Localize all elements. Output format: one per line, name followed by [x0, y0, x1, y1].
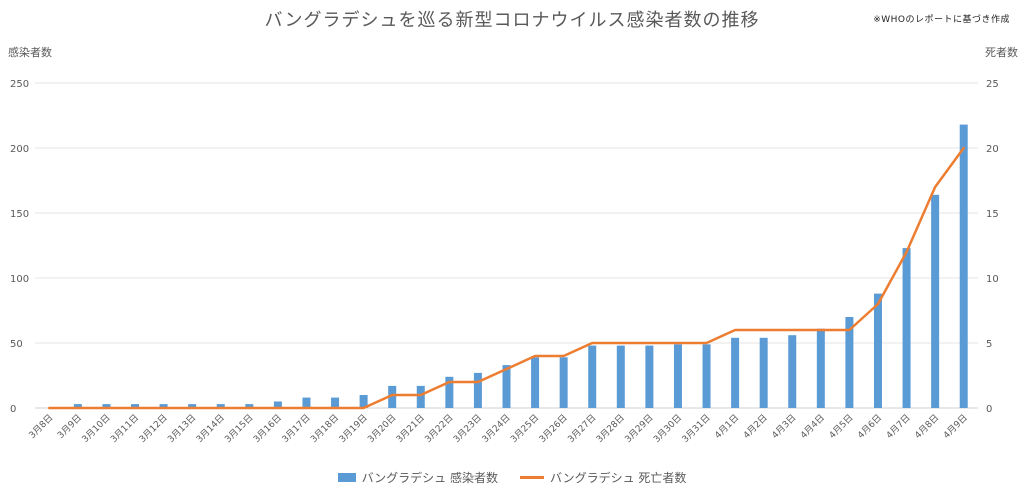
bar-cases [588, 345, 597, 408]
legend-label-cases: バングラデシュ 感染者数 [361, 471, 498, 485]
x-tick-label: 4月6日 [856, 412, 885, 441]
bar-cases [645, 345, 654, 408]
x-tick-label: 4月8日 [913, 412, 942, 441]
bar-cases [816, 328, 825, 408]
y-right-tick-label: 25 [986, 79, 999, 90]
bar-cases [331, 397, 340, 408]
x-tick-label: 3月29日 [623, 412, 656, 445]
x-tick-label: 3月17日 [280, 412, 313, 445]
bar-cases [559, 357, 568, 408]
chart-title: バングラデシュを巡る新型コロナウイルス感染者数の推移 [264, 10, 760, 31]
bar-cases [502, 365, 511, 408]
x-tick-label: 4月5日 [827, 412, 856, 441]
x-tick-label: 3月13日 [166, 412, 199, 445]
source-note: ※WHOのレポートに基づき作成 [873, 15, 1010, 25]
y-left-tick-label: 50 [10, 339, 23, 350]
bar-cases [531, 357, 540, 408]
x-tick-label: 4月3日 [770, 412, 799, 441]
bar-cases [731, 337, 740, 408]
x-tick-label: 3月16日 [251, 412, 284, 445]
legend-item-deaths[interactable]: バングラデシュ 死亡者数 [520, 469, 686, 486]
x-tick-label: 3月11日 [108, 412, 141, 445]
x-tick-label: 3月30日 [651, 412, 684, 445]
bar-cases [616, 345, 625, 408]
x-tick-label: 3月26日 [537, 412, 570, 445]
bar-cases [902, 248, 911, 408]
bar-cases [959, 124, 968, 408]
x-tick-label: 3月28日 [594, 412, 627, 445]
bar-cases [159, 404, 168, 408]
bar-cases [102, 404, 111, 408]
x-tick-label: 3月9日 [55, 412, 84, 441]
bar-cases [473, 372, 482, 408]
x-tick-label: 3月27日 [566, 412, 599, 445]
x-tick-label: 3月31日 [680, 412, 713, 445]
y-left-tick-label: 150 [10, 209, 29, 220]
bar-cases [845, 317, 854, 408]
y-right-tick-label: 15 [986, 209, 999, 220]
x-tick-label: 3月14日 [194, 412, 227, 445]
x-tick-label: 3月23日 [451, 412, 484, 445]
y-left-tick-label: 100 [10, 274, 29, 285]
y-right-tick-label: 0 [986, 404, 992, 415]
bar-cases [759, 337, 768, 408]
bar-cases [73, 404, 82, 408]
legend: バングラデシュ 感染者数 バングラデシュ 死亡者数 [0, 469, 1024, 486]
x-tick-label: 4月9日 [941, 412, 970, 441]
bar-cases [188, 404, 197, 408]
y-right-tick-label: 5 [986, 339, 992, 350]
y-left-tick-label: 200 [10, 144, 29, 155]
bar-cases [388, 385, 397, 408]
right-axis-title: 死者数 [985, 46, 1018, 59]
bar-cases [931, 194, 940, 408]
bar-cases [273, 401, 282, 408]
y-right-tick-label: 20 [986, 144, 999, 155]
line-deaths [48, 146, 965, 410]
legend-item-cases[interactable]: バングラデシュ 感染者数 [337, 469, 498, 486]
bar-cases [216, 404, 225, 408]
x-tick-label: 3月22日 [423, 412, 456, 445]
x-tick-label: 4月1日 [713, 412, 742, 441]
x-tick-label: 3月20日 [366, 412, 399, 445]
x-tick-label: 3月8日 [27, 412, 56, 441]
x-tick-label: 3月24日 [480, 412, 513, 445]
y-left-tick-label: 0 [10, 404, 16, 415]
x-tick-label: 3月10日 [80, 412, 113, 445]
legend-swatch-cases [337, 473, 356, 482]
bar-cases [673, 344, 682, 408]
x-tick-label: 3月12日 [137, 412, 170, 445]
x-tick-label: 3月15日 [223, 412, 256, 445]
x-tick-label: 3月18日 [309, 412, 342, 445]
x-tick-label: 3月19日 [337, 412, 370, 445]
bar-cases [445, 376, 454, 408]
x-tick-label: 3月21日 [394, 412, 427, 445]
bar-cases [359, 395, 368, 408]
bar-cases [302, 397, 311, 408]
bar-cases [416, 385, 425, 408]
left-axis-title: 感染者数 [8, 46, 52, 59]
bar-cases [788, 335, 797, 408]
bar-cases [702, 344, 711, 408]
y-right-tick-label: 10 [986, 274, 999, 285]
legend-swatch-deaths [520, 476, 544, 479]
bar-cases [873, 293, 882, 408]
bar-cases [245, 404, 254, 408]
x-tick-label: 4月2日 [741, 412, 770, 441]
y-left-tick-label: 250 [10, 79, 29, 90]
x-tick-label: 4月4日 [798, 412, 827, 441]
bar-cases [131, 404, 140, 408]
x-tick-label: 4月7日 [884, 412, 913, 441]
legend-label-deaths: バングラデシュ 死亡者数 [550, 471, 687, 485]
x-tick-label: 3月25日 [509, 412, 542, 445]
